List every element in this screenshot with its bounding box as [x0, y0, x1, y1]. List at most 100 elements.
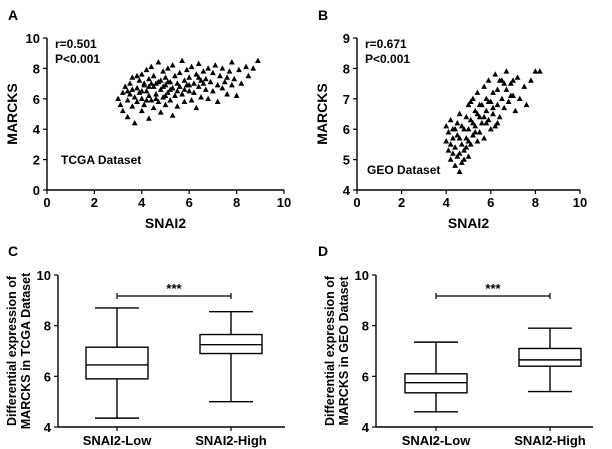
a-data-point	[127, 91, 133, 97]
b-data-point	[481, 113, 488, 120]
b-data-point	[461, 147, 467, 153]
a-data-point	[186, 81, 193, 88]
b-x-tick-label: 0	[353, 195, 360, 210]
b-data-point	[481, 135, 488, 141]
a-data-point	[179, 57, 185, 63]
a-data-point	[153, 91, 159, 97]
d-y-tick-label: 10	[355, 268, 369, 283]
b-data-point	[478, 119, 485, 126]
a-data-point	[207, 78, 214, 85]
b-data-point	[485, 98, 492, 105]
a-data-point	[202, 75, 209, 82]
a-data-point	[160, 68, 167, 74]
a-data-point	[131, 94, 138, 100]
a-data-point	[250, 65, 257, 71]
a-data-point	[134, 72, 140, 79]
b-data-point	[461, 156, 467, 162]
b-data-point	[474, 138, 481, 144]
b-data-point	[476, 113, 483, 120]
a-data-point	[148, 80, 155, 86]
b-data-point	[503, 68, 510, 74]
a-data-point	[174, 80, 181, 86]
a-data-point	[236, 66, 242, 73]
a-data-point	[136, 77, 143, 83]
b-data-point	[523, 101, 530, 108]
a-data-point	[148, 97, 155, 103]
a-data-point	[214, 98, 221, 105]
a-data-point	[245, 72, 252, 79]
a-data-point	[138, 107, 145, 114]
a-data-point	[176, 83, 183, 89]
a-data-point	[138, 71, 145, 77]
b-data-point	[496, 77, 503, 83]
b-x-tick-label: 8	[532, 195, 539, 210]
panel-letter-d: D	[318, 243, 328, 259]
a-data-point	[174, 103, 181, 109]
b-r-value: r=0.671	[365, 37, 407, 51]
a-data-point	[138, 88, 145, 94]
panel-letter-b: B	[318, 7, 328, 23]
a-data-point	[155, 59, 162, 65]
b-y-tick-label: 5	[343, 153, 350, 168]
a-data-point	[124, 97, 131, 103]
b-data-point	[472, 129, 479, 135]
a-data-point	[169, 112, 176, 118]
a-p-value: P<0.001	[55, 52, 100, 66]
a-data-point	[210, 88, 216, 94]
b-data-point	[536, 68, 543, 74]
b-data-point	[445, 129, 452, 135]
b-data-point	[452, 162, 459, 168]
a-data-point	[186, 88, 193, 94]
a-data-point	[224, 91, 231, 97]
a-data-point	[255, 57, 261, 63]
d-y-axis-title-line2: MARCKS in GEO Dataset	[337, 276, 351, 426]
a-data-point	[183, 66, 190, 73]
a-data-point	[205, 65, 212, 71]
b-data-point	[470, 132, 476, 138]
a-data-point	[157, 109, 164, 115]
a-data-point	[134, 84, 140, 91]
b-y-tick-label: 9	[343, 31, 350, 46]
a-data-point	[188, 63, 195, 70]
b-data-point	[458, 122, 465, 129]
a-data-point	[153, 80, 159, 86]
a-data-point	[124, 113, 131, 120]
b-data-point	[487, 126, 494, 132]
a-data-point	[162, 92, 169, 98]
a-data-point	[150, 83, 157, 89]
d-y-axis-title-line1: Differential expression of	[323, 275, 337, 426]
a-data-point	[157, 86, 164, 92]
a-data-point	[127, 80, 133, 86]
a-data-point	[195, 60, 202, 67]
c-y-axis-title-line1: Differential expression of	[5, 275, 19, 426]
a-data-point	[164, 65, 171, 71]
d-category-label: SNAI2-Low	[402, 433, 472, 448]
c-y-tick-label: 6	[44, 369, 51, 384]
b-data-point	[465, 138, 472, 144]
a-data-point	[167, 86, 174, 92]
b-data-point	[465, 126, 472, 132]
b-data-point	[514, 74, 521, 80]
a-y-tick-label: 8	[33, 61, 40, 76]
b-y-axis-title: MARCKS	[314, 83, 330, 144]
a-data-point	[195, 83, 202, 89]
b-data-point	[458, 141, 465, 147]
b-data-point	[454, 119, 461, 126]
b-data-point	[499, 95, 505, 101]
b-data-point	[492, 122, 499, 129]
a-data-point	[141, 80, 148, 86]
a-data-point	[193, 104, 200, 111]
a-r-value: r=0.501	[55, 37, 97, 51]
b-x-tick-label: 6	[487, 195, 494, 210]
a-data-point	[212, 62, 219, 68]
a-data-point	[198, 94, 204, 100]
d-significance-label: ***	[485, 281, 501, 296]
b-data-point	[483, 119, 490, 126]
a-data-point	[228, 81, 235, 88]
b-data-point	[501, 80, 508, 86]
a-data-point	[238, 80, 245, 86]
a-y-axis-title: MARCKS	[4, 83, 20, 144]
a-data-point	[164, 78, 171, 85]
